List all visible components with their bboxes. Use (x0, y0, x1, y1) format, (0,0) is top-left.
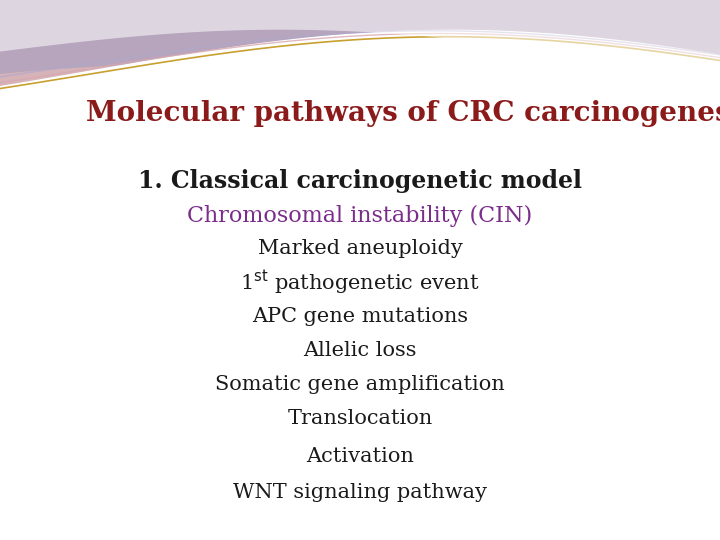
Polygon shape (0, 0, 720, 120)
Polygon shape (0, 30, 720, 540)
Text: Chromosomal instability (CIN): Chromosomal instability (CIN) (187, 205, 533, 227)
Text: Somatic gene amplification: Somatic gene amplification (215, 375, 505, 394)
Text: 1$^{\mathrm{st}}$ pathogenetic event: 1$^{\mathrm{st}}$ pathogenetic event (240, 268, 480, 297)
Text: WNT signaling pathway: WNT signaling pathway (233, 483, 487, 502)
Polygon shape (0, 0, 720, 70)
Text: Molecular pathways of CRC carcinogenesis: Molecular pathways of CRC carcinogenesis (86, 100, 720, 127)
Polygon shape (0, 0, 720, 136)
Text: Marked aneuploidy: Marked aneuploidy (258, 239, 462, 258)
Text: APC gene mutations: APC gene mutations (252, 307, 468, 326)
Text: Translocation: Translocation (287, 409, 433, 428)
Text: Activation: Activation (306, 447, 414, 466)
Text: 1. Classical carcinogenetic model: 1. Classical carcinogenetic model (138, 169, 582, 193)
Text: Allelic loss: Allelic loss (303, 341, 417, 360)
